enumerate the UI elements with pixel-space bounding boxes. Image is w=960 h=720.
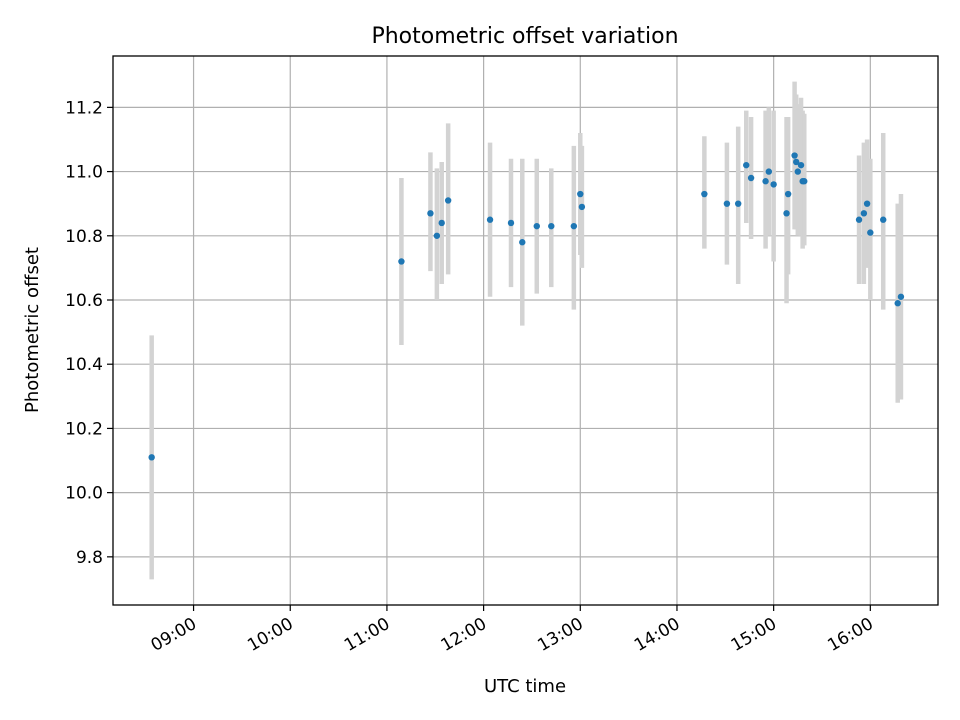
data-point	[486, 216, 494, 223]
data-point	[791, 152, 798, 159]
y-tick-label: 10.6	[65, 291, 103, 311]
data-point	[765, 168, 773, 175]
y-axis-ticks: 9.8 10.0 10.2 10.4 10.6 10.8 11.0 11.2	[65, 98, 113, 568]
data-point	[148, 454, 155, 461]
data-point	[747, 174, 755, 182]
data-point	[577, 190, 584, 198]
data-point	[880, 216, 887, 223]
data-point	[894, 300, 901, 307]
data-point	[794, 168, 802, 175]
data-point	[762, 178, 769, 185]
data-point	[570, 222, 578, 230]
x-axis-label: UTC time	[484, 676, 566, 697]
plot-frame	[112, 55, 939, 606]
data-point	[723, 200, 731, 207]
y-tick-label: 11.0	[65, 163, 103, 183]
data-point	[867, 229, 874, 236]
data-point	[797, 161, 805, 169]
data-points	[148, 152, 905, 461]
data-point	[784, 190, 792, 198]
data-point	[793, 158, 800, 166]
y-tick-label: 10.4	[65, 355, 103, 375]
data-point	[860, 210, 868, 217]
data-point	[701, 190, 708, 198]
data-point	[438, 219, 445, 227]
chart-title: Photometric offset variation	[371, 24, 678, 49]
data-point	[507, 219, 515, 227]
data-point	[519, 239, 526, 246]
data-point	[433, 232, 441, 239]
data-point	[863, 200, 871, 207]
data-point	[783, 210, 790, 217]
y-tick-label: 10.0	[65, 484, 103, 504]
y-tick-label: 11.2	[65, 98, 103, 118]
data-point	[770, 181, 777, 188]
data-point	[734, 200, 742, 207]
y-axis-label: Photometric offset	[22, 247, 43, 413]
data-point	[533, 222, 540, 230]
y-tick-label: 9.8	[76, 548, 103, 568]
data-point	[578, 203, 586, 211]
data-point	[444, 197, 452, 204]
y-tick-label: 10.8	[65, 227, 103, 247]
data-point	[801, 178, 808, 185]
y-tick-label: 10.2	[65, 419, 103, 439]
data-point	[897, 293, 905, 300]
data-point	[548, 222, 555, 230]
data-point	[743, 161, 750, 169]
data-point	[855, 216, 863, 223]
data-point	[427, 210, 434, 217]
data-point	[398, 258, 405, 265]
